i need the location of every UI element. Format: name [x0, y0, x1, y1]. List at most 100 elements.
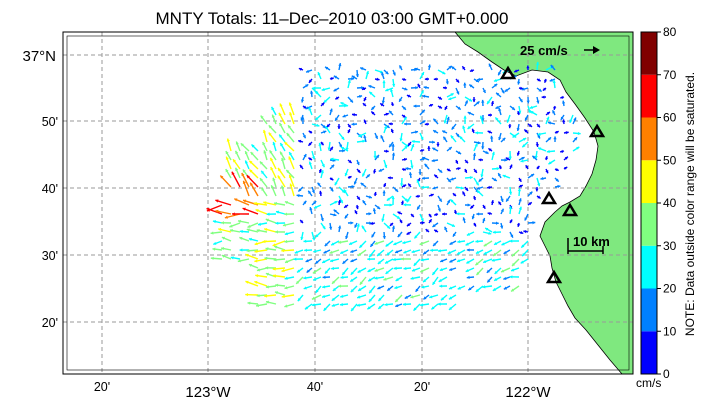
- current-vector-head: [335, 117, 339, 121]
- current-vector-head: [298, 188, 302, 192]
- current-vector-head: [325, 270, 329, 274]
- current-vector-head: [389, 88, 394, 92]
- current-vector-head: [546, 116, 550, 120]
- current-vector-head: [410, 276, 414, 280]
- current-vector-head: [403, 116, 407, 121]
- current-vector-head: [331, 164, 335, 168]
- current-vector-head: [553, 136, 557, 140]
- current-vector-head: [340, 250, 344, 254]
- current-vector-head: [428, 219, 432, 223]
- current-vector-head: [275, 221, 279, 225]
- current-vector-head: [408, 183, 412, 187]
- current-vector-head: [400, 183, 404, 187]
- current-vector-head: [517, 111, 521, 115]
- current-vector-head: [373, 155, 377, 159]
- current-vector-head: [457, 240, 461, 244]
- current-vector-head: [403, 77, 407, 81]
- current-vector-head: [323, 250, 327, 254]
- current-vector-head: [253, 201, 257, 206]
- current-vector-head: [285, 259, 289, 264]
- current-vector-head: [334, 182, 338, 186]
- current-vector: [206, 207, 223, 215]
- current-vector-head: [404, 145, 408, 149]
- current-vector-head: [303, 276, 307, 280]
- current-vector-head: [382, 80, 386, 84]
- current-vector-head: [385, 260, 389, 264]
- current-vector-head: [496, 166, 500, 171]
- current-vector-head: [399, 219, 403, 223]
- current-vector-head: [270, 157, 274, 162]
- current-vector-head: [333, 75, 338, 79]
- current-vector-head: [264, 256, 268, 260]
- current-vector-head: [262, 239, 266, 244]
- current-vector-head: [490, 100, 495, 104]
- distance-scale: 10 km: [567, 234, 610, 254]
- current-vector-head: [405, 143, 409, 147]
- current-vector-head: [326, 124, 330, 128]
- current-vector-head: [353, 181, 357, 185]
- current-vector-head: [442, 130, 446, 134]
- current-vector-head: [213, 241, 217, 245]
- current-vector-head: [525, 165, 529, 169]
- lat-label: 30': [42, 249, 58, 263]
- current-vector-head: [358, 287, 362, 291]
- current-vector-head: [421, 72, 424, 76]
- current-vector-head: [248, 263, 253, 267]
- current-vector-head: [540, 176, 544, 181]
- current-vector-head: [242, 169, 246, 173]
- current-vector-head: [333, 213, 337, 217]
- current-vector-head: [498, 108, 502, 112]
- current-vector-head: [410, 213, 414, 218]
- current-vector-head: [246, 249, 250, 253]
- current-vector-head: [421, 185, 425, 189]
- current-vector-head: [501, 242, 505, 246]
- current-vector-head: [363, 135, 367, 139]
- lat-label: 40': [42, 182, 58, 196]
- current-vector-head: [480, 174, 484, 178]
- current-vector-head: [348, 159, 352, 163]
- current-vector-head: [396, 215, 401, 219]
- current-vector-head: [406, 199, 410, 203]
- current-vector-head: [519, 184, 523, 188]
- current-vector-head: [391, 102, 395, 106]
- current-vector-head: [406, 231, 410, 235]
- current-vector-head: [381, 100, 385, 104]
- current-vector-head: [402, 240, 406, 245]
- current-vector-head: [332, 280, 336, 284]
- current-vector-head: [262, 129, 267, 134]
- current-vector-head: [481, 99, 485, 103]
- current-vector-head: [516, 152, 520, 156]
- graticule: [63, 32, 633, 374]
- current-vector-head: [414, 67, 418, 71]
- current-vector-head: [466, 248, 470, 252]
- land-mass: [454, 31, 634, 375]
- current-vector-head: [433, 130, 437, 134]
- current-vector-head: [306, 269, 310, 273]
- current-vector-head: [329, 226, 333, 230]
- current-vector-head: [311, 296, 316, 300]
- current-vector-head: [476, 190, 481, 194]
- current-vector-head: [210, 231, 214, 235]
- current-vector-head: [237, 219, 241, 224]
- current-vector-head: [351, 307, 355, 312]
- current-vector-head: [422, 120, 426, 124]
- current-vector-head: [431, 306, 435, 310]
- current-vector-head: [247, 301, 251, 305]
- current-vector-head: [420, 90, 424, 94]
- current-vector-head: [420, 269, 424, 273]
- current-vector-head: [275, 283, 279, 287]
- current-vector-head: [413, 307, 417, 311]
- current-vector-head: [411, 139, 415, 144]
- current-vector-head: [508, 156, 512, 160]
- current-vector-head: [424, 122, 428, 126]
- current-vector-head: [256, 303, 260, 308]
- current-vector-head: [221, 221, 224, 225]
- current-vector-head: [517, 223, 521, 227]
- current-vector-head: [448, 147, 452, 151]
- current-vector-head: [565, 131, 569, 135]
- current-vector-head: [327, 147, 331, 151]
- current-vector-head: [422, 156, 426, 160]
- scale-arrow: 25 cm/s: [520, 43, 600, 58]
- current-vector-head: [358, 133, 362, 137]
- current-vector-head: [234, 198, 238, 202]
